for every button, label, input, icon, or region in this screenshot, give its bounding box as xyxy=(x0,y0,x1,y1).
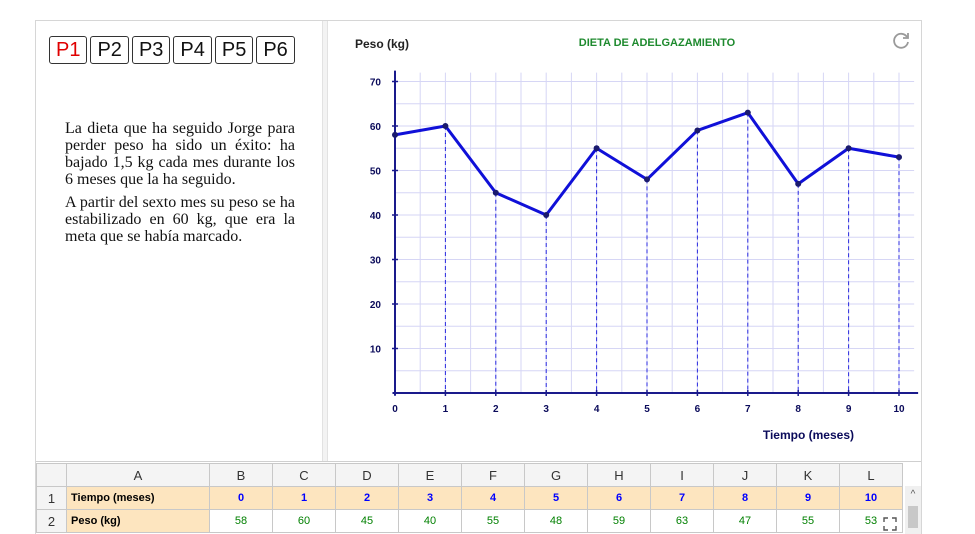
x-tick-label: 2 xyxy=(493,404,499,415)
x-tick-label: 9 xyxy=(846,404,852,415)
y-tick-label: 60 xyxy=(370,122,382,133)
cell-h2[interactable]: 59 xyxy=(587,509,651,533)
cell-i2[interactable]: 63 xyxy=(650,509,714,533)
data-point xyxy=(593,145,600,152)
problem-tabs: P1 P2 P3 P4 P5 P6 xyxy=(49,36,295,64)
cell-f2[interactable]: 55 xyxy=(461,509,525,533)
cell-c2[interactable]: 60 xyxy=(272,509,336,533)
column-header-j[interactable]: J xyxy=(713,463,777,487)
column-header-d[interactable]: D xyxy=(335,463,399,487)
column-header-e[interactable]: E xyxy=(398,463,462,487)
x-tick-label: 0 xyxy=(392,404,398,415)
column-header-row: A B C D E F G H I J K L xyxy=(36,463,903,487)
graphics-view[interactable]: 0 1 2 3 4 5 6 7 8 9 10 10 20 30 40 50 60 70 Peso (kg) DIE… xyxy=(328,21,921,461)
cell-j2[interactable]: 47 xyxy=(713,509,777,533)
cell-d1[interactable]: 2 xyxy=(335,486,399,510)
column-header-k[interactable]: K xyxy=(776,463,840,487)
y-tick-label: 40 xyxy=(370,211,382,222)
x-tick-label: 7 xyxy=(745,404,751,415)
grid-lines xyxy=(394,72,915,394)
y-tick-label: 30 xyxy=(370,256,382,267)
x-tick-label: 10 xyxy=(893,404,905,415)
data-point xyxy=(845,145,852,152)
data-point xyxy=(442,123,449,129)
y-axis-label: Peso (kg) xyxy=(355,37,409,51)
data-point xyxy=(795,180,802,187)
tab-p1[interactable]: P1 xyxy=(49,36,88,64)
fullscreen-icon[interactable] xyxy=(882,516,898,532)
cell-a1[interactable]: Tiempo (meses) xyxy=(66,486,210,510)
data-point xyxy=(694,127,701,134)
data-point xyxy=(492,189,499,196)
refresh-icon[interactable] xyxy=(890,30,912,52)
cell-f1[interactable]: 4 xyxy=(461,486,525,510)
description-paragraph-2: A partir del sexto mes su peso se ha est… xyxy=(65,194,295,245)
cell-e2[interactable]: 40 xyxy=(398,509,462,533)
chevron-up-icon[interactable]: ^ xyxy=(910,489,916,500)
cell-j1[interactable]: 8 xyxy=(713,486,777,510)
tab-p2[interactable]: P2 xyxy=(90,36,129,64)
problem-description: La dieta que ha seguido Jorge para perde… xyxy=(65,120,295,251)
tick-labels: 0 1 2 3 4 5 6 7 8 9 10 10 20 30 40 50 60 70 xyxy=(370,78,905,416)
text-panel xyxy=(36,21,322,461)
cell-g2[interactable]: 48 xyxy=(524,509,588,533)
scrollbar-thumb[interactable] xyxy=(908,506,918,528)
column-header-h[interactable]: H xyxy=(587,463,651,487)
cell-b2[interactable]: 58 xyxy=(209,509,273,533)
data-points xyxy=(392,109,902,218)
data-point xyxy=(543,212,550,218)
x-tick-label: 8 xyxy=(795,404,801,415)
cell-k1[interactable]: 9 xyxy=(776,486,840,510)
row-header-2[interactable]: 2 xyxy=(36,509,67,533)
chart-title: DIETA DE ADELGAZAMIENTO xyxy=(579,37,736,49)
row-header-1[interactable]: 1 xyxy=(36,486,67,510)
column-header-l[interactable]: L xyxy=(839,463,903,487)
cell-a2[interactable]: Peso (kg) xyxy=(66,509,210,533)
tab-p4[interactable]: P4 xyxy=(173,36,212,64)
tab-p6[interactable]: P6 xyxy=(256,36,295,64)
data-point xyxy=(392,131,398,138)
cell-i1[interactable]: 7 xyxy=(650,486,714,510)
column-header-f[interactable]: F xyxy=(461,463,525,487)
cell-l2[interactable]: 53 xyxy=(839,509,903,533)
weight-line-chart: 0 1 2 3 4 5 6 7 8 9 10 10 20 30 40 50 60 70 Peso (kg) DIE… xyxy=(355,37,919,442)
column-header-i[interactable]: I xyxy=(650,463,714,487)
cell-g1[interactable]: 5 xyxy=(524,486,588,510)
data-point xyxy=(744,109,751,116)
cell-k2[interactable]: 55 xyxy=(776,509,840,533)
cell-d2[interactable]: 45 xyxy=(335,509,399,533)
y-tick-label: 70 xyxy=(370,78,382,89)
description-paragraph-1: La dieta que ha seguido Jorge para perde… xyxy=(65,120,295,188)
x-tick-label: 6 xyxy=(695,404,701,415)
cell-c1[interactable]: 1 xyxy=(272,486,336,510)
cell-b1[interactable]: 0 xyxy=(209,486,273,510)
x-tick-label: 3 xyxy=(543,404,549,415)
column-header-a[interactable]: A xyxy=(66,463,210,487)
cell-e1[interactable]: 3 xyxy=(398,486,462,510)
column-header-g[interactable]: G xyxy=(524,463,588,487)
table-row: 2 Peso (kg) 58 60 45 40 55 48 59 63 47 5… xyxy=(36,509,903,533)
y-tick-label: 50 xyxy=(370,167,382,178)
cell-l1[interactable]: 10 xyxy=(839,486,903,510)
x-axis-label: Tiempo (meses) xyxy=(763,428,854,442)
column-header-b[interactable]: B xyxy=(209,463,273,487)
column-header-c[interactable]: C xyxy=(272,463,336,487)
data-point xyxy=(896,154,902,161)
y-tick-label: 10 xyxy=(370,345,382,356)
tab-p5[interactable]: P5 xyxy=(214,36,254,64)
spreadsheet-grid: A B C D E F G H I J K L 1 Tiempo (meses)… xyxy=(36,463,903,533)
data-point xyxy=(644,176,650,183)
axes xyxy=(392,70,919,395)
x-tick-label: 4 xyxy=(594,404,600,415)
x-tick-label: 1 xyxy=(443,404,449,415)
cell-h1[interactable]: 6 xyxy=(587,486,651,510)
table-row: 1 Tiempo (meses) 0 1 2 3 4 5 6 7 8 9 10 xyxy=(36,486,903,510)
panel-divider[interactable] xyxy=(322,21,328,461)
y-tick-label: 20 xyxy=(370,300,382,311)
tab-p3[interactable]: P3 xyxy=(131,36,171,64)
x-tick-label: 5 xyxy=(644,404,650,415)
corner-cell[interactable] xyxy=(36,463,67,487)
